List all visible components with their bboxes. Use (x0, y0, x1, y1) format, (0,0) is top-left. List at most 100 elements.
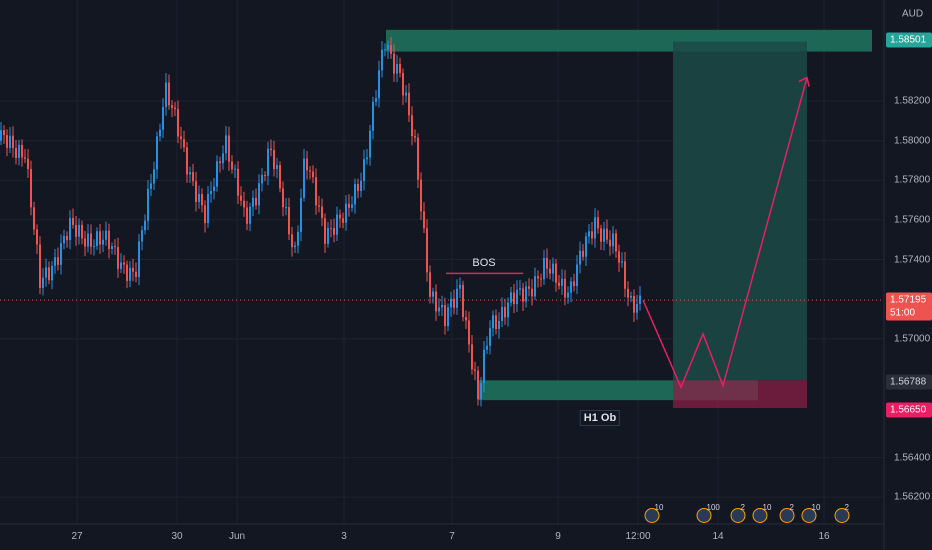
candle-body (294, 245, 296, 248)
candle-body (318, 205, 320, 207)
candle-body (495, 315, 497, 330)
candle-body (90, 233, 92, 247)
candle-body (546, 257, 548, 269)
candle-body (519, 288, 521, 290)
candle-body (72, 217, 74, 225)
candle-body (279, 165, 281, 189)
candle-body (105, 230, 107, 240)
candle-body (129, 267, 131, 281)
price-tick-label: 1.57000 (894, 333, 931, 345)
candle-body (315, 177, 317, 206)
event-marker-icon[interactable]: 10 (801, 503, 820, 523)
candle-body (471, 344, 473, 370)
candle-body (216, 161, 218, 187)
candle-body (159, 129, 161, 137)
candle-body (168, 82, 170, 106)
candle-body (6, 135, 8, 148)
candle-body (333, 228, 335, 235)
candle-body (309, 170, 311, 172)
candle-body (330, 227, 332, 229)
candle-body (108, 230, 110, 249)
candle-body (63, 235, 65, 244)
candle-body (513, 292, 515, 305)
event-count: 2 (740, 503, 745, 512)
candle-body (243, 200, 245, 208)
candle-body (381, 49, 383, 71)
candle-body (492, 315, 494, 329)
candle-body (144, 220, 146, 231)
event-marker-icon[interactable]: 2 (730, 503, 746, 523)
candle-body (543, 257, 545, 280)
event-count: 2 (789, 503, 794, 512)
candle-body (273, 150, 275, 169)
candle-body (612, 233, 614, 247)
candle-body (39, 244, 41, 288)
price-tick-label: 1.57800 (894, 174, 931, 186)
event-count: 100 (706, 503, 720, 512)
candle-body (501, 307, 503, 321)
candle-body (429, 272, 431, 297)
candle-body (324, 218, 326, 244)
candle-body (468, 320, 470, 345)
candle-body (30, 169, 32, 208)
candle-body (342, 218, 344, 223)
candle-body (33, 207, 35, 230)
candle-body (615, 233, 617, 252)
candle-body (171, 105, 173, 108)
candle-body (246, 207, 248, 224)
candle-body (507, 302, 509, 318)
candle-body (459, 284, 461, 289)
stop-zone (673, 380, 807, 409)
candle-body (195, 181, 197, 202)
price-tick-label: 1.57600 (894, 214, 931, 226)
candle-body (75, 224, 77, 237)
currency-label: AUD (902, 8, 924, 20)
price-tick-label: 1.58000 (894, 135, 931, 147)
event-marker-icon[interactable]: 100 (696, 503, 720, 523)
price-tick-label: 1.58200 (894, 95, 931, 107)
long-position-profit-zone (673, 41, 807, 381)
candle-body (420, 179, 422, 212)
candle-body (465, 317, 467, 321)
candle-body (222, 153, 224, 164)
event-marker-icon[interactable]: 10 (752, 503, 771, 523)
candle-body (618, 251, 620, 263)
candle-body (417, 137, 419, 180)
candle-body (438, 307, 440, 312)
candle-body (498, 320, 500, 330)
candle-body (540, 278, 542, 280)
candle-body (249, 206, 251, 224)
candle-body (321, 206, 323, 219)
event-marker-icon[interactable]: 10 (644, 503, 663, 523)
candle-body (579, 250, 581, 265)
candle-body (432, 291, 434, 297)
candle-body (399, 64, 401, 73)
candle-body (60, 243, 62, 265)
candle-body (297, 231, 299, 246)
candle-body (228, 135, 230, 162)
time-tick-label: 7 (449, 531, 455, 542)
event-marker-icon[interactable]: 2 (779, 503, 795, 523)
event-marker-icon[interactable]: 2 (834, 503, 850, 523)
candle-body (141, 230, 143, 242)
candle-body (633, 295, 635, 313)
order-block-label: H1 Ob (579, 410, 621, 426)
candle-body (453, 298, 455, 308)
candle-body (558, 282, 560, 286)
candle-body (528, 286, 530, 289)
time-tick-label: 14 (712, 531, 724, 542)
candle-body (15, 148, 17, 158)
candle-body (120, 262, 122, 269)
candle-body (450, 298, 452, 308)
time-tick-label: 3 (341, 531, 347, 542)
candle-body (84, 238, 86, 247)
candle-body (339, 214, 341, 219)
candle-body (135, 271, 137, 277)
candle-body (78, 224, 80, 237)
candle-body (18, 144, 20, 158)
candle-body (378, 70, 380, 99)
candle-body (189, 172, 191, 175)
candle-body (261, 174, 263, 184)
candle-body (474, 369, 476, 371)
